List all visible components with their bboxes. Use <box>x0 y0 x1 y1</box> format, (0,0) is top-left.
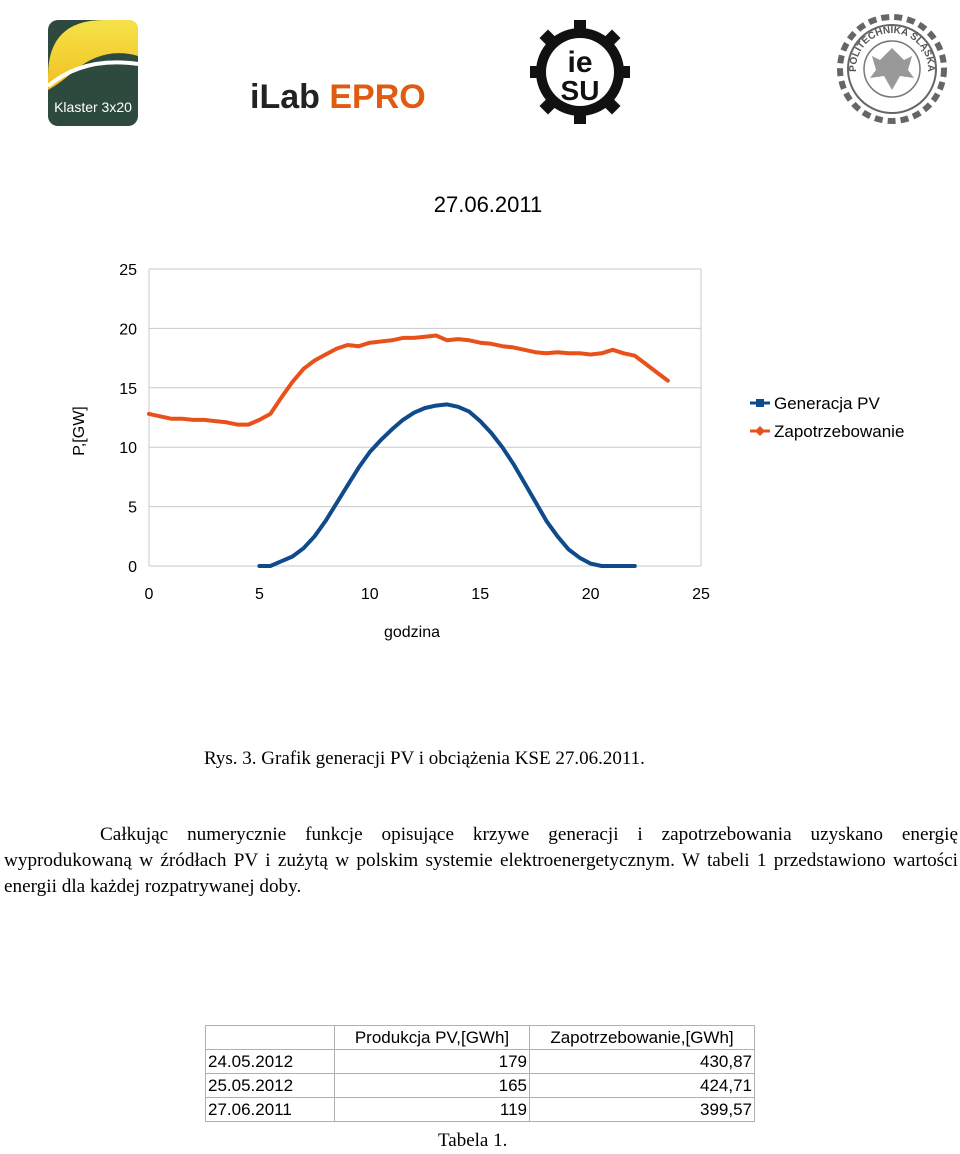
table-row: 25.05.2012 165 424,71 <box>205 1073 755 1098</box>
iesu-logo: ie SU <box>530 20 630 124</box>
ilab-epro-logo: iLab EPRO <box>250 78 426 118</box>
table-row: 24.05.2012 179 430,87 <box>205 1049 755 1074</box>
y-tick-label: 15 <box>119 381 137 398</box>
y-axis-label: P,[GW] <box>71 406 88 456</box>
x-tick-label: 25 <box>692 586 710 603</box>
chart-legend: Generacja PV Zapotrzebowanie <box>750 394 904 441</box>
x-tick-label: 15 <box>471 586 489 603</box>
table-cell-demand: 424,71 <box>529 1073 755 1098</box>
y-tick-label: 20 <box>119 321 137 338</box>
table-cell-pv: 119 <box>334 1097 530 1122</box>
y-tick-label: 0 <box>128 559 137 576</box>
series-line-0 <box>257 402 637 568</box>
legend-marker-diamond <box>755 426 765 436</box>
chart-title: 27.06.2011 <box>434 192 542 217</box>
figure-caption: Rys. 3. Grafik generacji PV i obciążenia… <box>204 748 645 769</box>
series-line-1 <box>147 333 670 427</box>
x-tick-label: 5 <box>255 586 264 603</box>
table-cell-demand: 399,57 <box>529 1097 755 1122</box>
klaster-3x20-logo: Klaster 3x20 <box>46 20 139 126</box>
y-axis-ticks: 0 5 10 15 20 25 <box>119 262 137 576</box>
table-cell-pv: 165 <box>334 1073 530 1098</box>
y-tick-label: 10 <box>119 440 137 457</box>
x-axis-label: godzina <box>384 624 440 641</box>
iesu-logo-text-top: ie <box>567 46 592 79</box>
politechnika-slaska-logo: POLITECHNIKA ŚLĄSKA <box>837 14 947 124</box>
table-header-cell: Produkcja PV,[GWh] <box>334 1025 530 1050</box>
klaster-logo-text: Klaster 3x20 <box>54 99 132 115</box>
table-header-cell <box>205 1025 335 1050</box>
y-tick-label: 5 <box>128 500 137 517</box>
x-tick-label: 20 <box>582 586 600 603</box>
table-cell-date: 27.06.2011 <box>205 1097 335 1122</box>
x-tick-label: 10 <box>361 586 379 603</box>
table-row: 27.06.2011 119 399,57 <box>205 1097 755 1122</box>
table-header-cell: Zapotrzebowanie,[GWh] <box>529 1025 755 1050</box>
table-cell-demand: 430,87 <box>529 1049 755 1074</box>
paragraph-text: Całkując numerycznie funkcje opisujące k… <box>4 824 958 897</box>
ilab-logo-text: iLab <box>250 78 330 116</box>
table-header-row: Produkcja PV,[GWh] Zapotrzebowanie,[GWh] <box>205 1025 755 1050</box>
y-tick-label: 25 <box>119 262 137 279</box>
legend-entry-label: Generacja PV <box>774 394 880 413</box>
x-axis-ticks: 0 5 10 15 20 25 <box>145 586 710 603</box>
chart-grid <box>148 268 702 567</box>
epro-logo-text: EPRO <box>329 78 426 116</box>
legend-marker-square <box>756 399 764 407</box>
x-tick-label: 0 <box>145 586 154 603</box>
table-caption: Tabela 1. <box>438 1130 508 1151</box>
energy-table: Produkcja PV,[GWh] Zapotrzebowanie,[GWh]… <box>205 1025 755 1122</box>
table-cell-pv: 179 <box>334 1049 530 1074</box>
table-cell-date: 24.05.2012 <box>205 1049 335 1074</box>
table-cell-date: 25.05.2012 <box>205 1073 335 1098</box>
body-paragraph: Całkując numerycznie funkcje opisujące k… <box>4 822 958 900</box>
iesu-logo-text-bottom: SU <box>561 75 600 106</box>
chart-series <box>147 333 670 568</box>
legend-entry-label: Zapotrzebowanie <box>774 422 904 441</box>
